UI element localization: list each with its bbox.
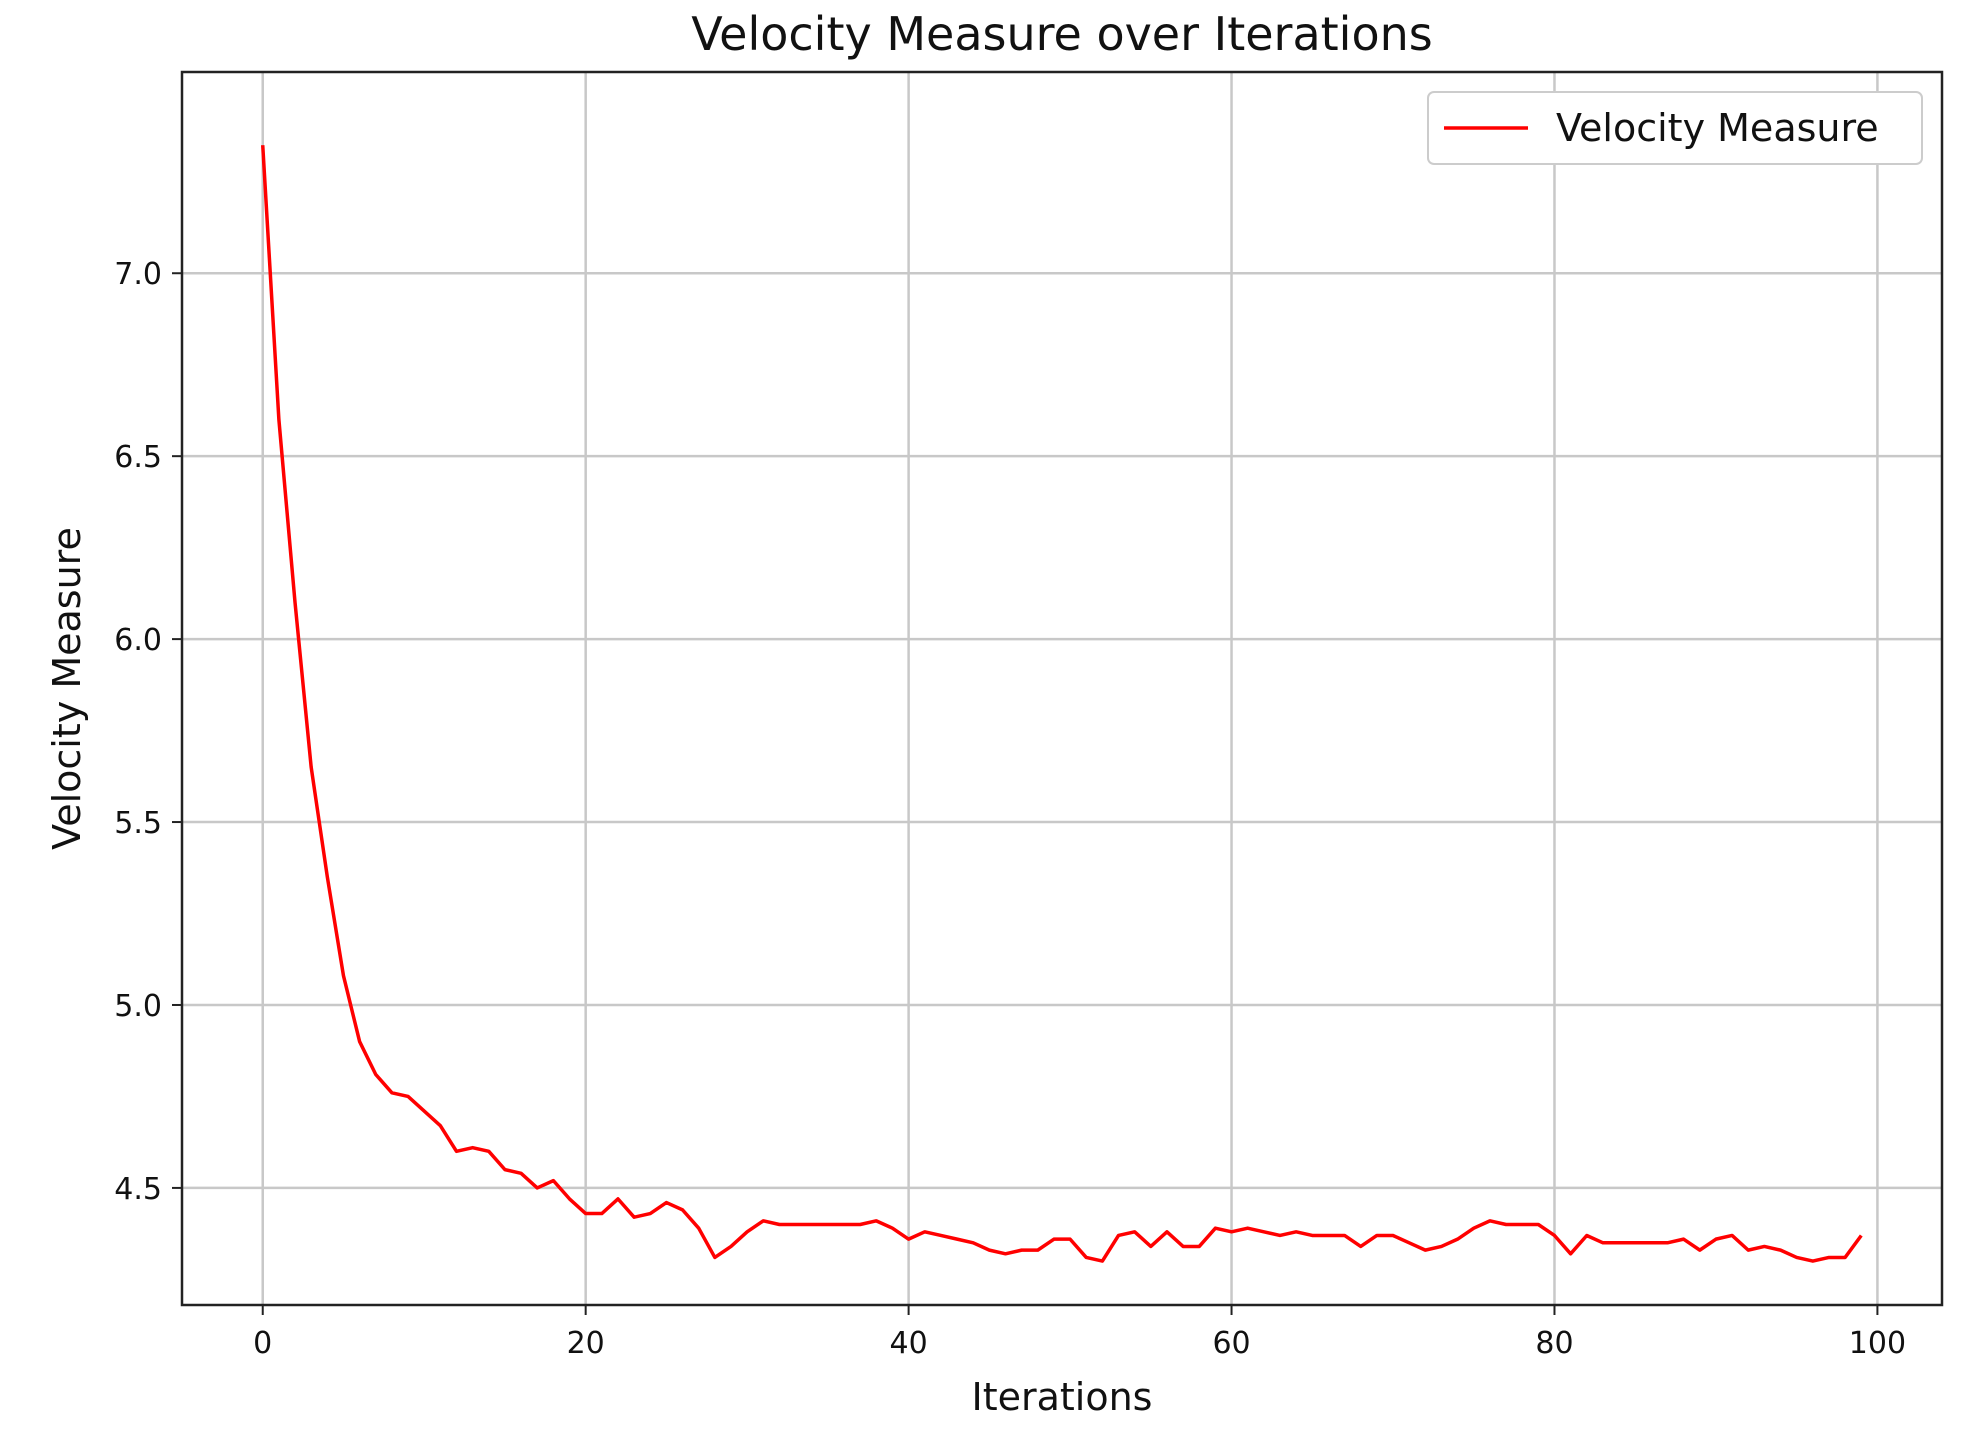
- y-tick-label: 6.0: [114, 623, 162, 658]
- legend: Velocity Measure: [1427, 91, 1923, 165]
- legend-label: Velocity Measure: [1556, 106, 1879, 150]
- x-tick-label: 20: [567, 1326, 605, 1361]
- x-tick-label: 40: [890, 1326, 928, 1361]
- y-axis-label: Velocity Measure: [45, 527, 89, 850]
- y-tick-label: 5.0: [114, 989, 162, 1024]
- ticks: 0 20 40 60 80 100 4.5 5.0 5.5 6.0 6.5 7.0: [114, 257, 1906, 1361]
- legend-box: [1427, 91, 1923, 165]
- plot-frame: [180, 70, 1944, 1307]
- y-tick-label: 7.0: [114, 257, 162, 292]
- x-tick-label: 100: [1849, 1326, 1906, 1361]
- series-line: [260, 145, 1863, 1263]
- grid: [182, 72, 1942, 1305]
- x-tick-label: 0: [253, 1326, 272, 1361]
- y-tick-label: 5.5: [114, 806, 162, 841]
- x-tick-label: 60: [1212, 1326, 1250, 1361]
- y-tick-label: 4.5: [114, 1172, 162, 1207]
- y-tick-label: 6.5: [114, 440, 162, 475]
- x-axis-label: Iterations: [972, 1375, 1153, 1419]
- chart-title: Velocity Measure over Iterations: [691, 7, 1432, 61]
- series-layer: [260, 145, 1863, 1263]
- x-tick-label: 80: [1535, 1326, 1573, 1361]
